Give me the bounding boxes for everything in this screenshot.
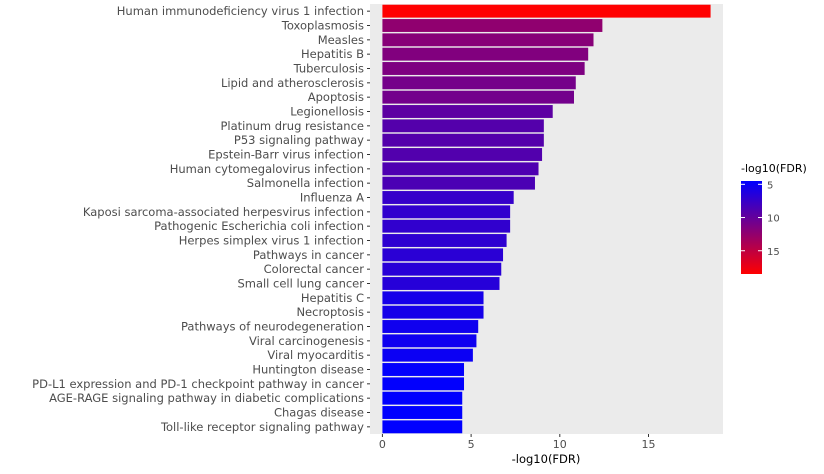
bar: [382, 176, 535, 190]
category-label: Necroptosis: [296, 305, 364, 319]
category-label: Hepatitis B: [301, 47, 364, 61]
color-legend: -log10(FDR) 5 10 15: [741, 162, 807, 274]
bar: [382, 76, 576, 90]
category-label: Legionellosis: [290, 105, 364, 119]
category-label: Lipid and atherosclerosis: [221, 76, 364, 90]
category-label: Apoptosis: [308, 90, 364, 104]
bar: [382, 277, 500, 290]
category-label: Salmonella infection: [247, 176, 364, 190]
category-label: Kaposi sarcoma-associated herpesvirus in…: [83, 205, 364, 219]
bar: [382, 133, 544, 147]
bar: [382, 4, 711, 18]
bar: [382, 19, 603, 32]
legend-tick-label: 15: [767, 247, 780, 258]
bar: [382, 205, 511, 219]
bar: [382, 105, 553, 118]
bar: [382, 47, 589, 61]
category-label: Pathways in cancer: [253, 248, 364, 262]
bar: [382, 234, 507, 247]
category-label: Chagas disease: [274, 406, 364, 420]
x-tick-label: 5: [468, 438, 475, 451]
category-label: Toll-like receptor signaling pathway: [160, 420, 364, 434]
bar: [382, 148, 543, 161]
x-axis: 0 5 10 15: [379, 434, 655, 451]
category-label: Small cell lung cancer: [237, 277, 364, 291]
category-label: AGE-RAGE signaling pathway in diabetic c…: [49, 391, 364, 405]
category-label: Influenza A: [300, 191, 364, 205]
category-label: Tuberculosis: [293, 62, 364, 76]
bar: [382, 305, 484, 319]
category-label: Epstein-Barr virus infection: [208, 148, 364, 162]
bar: [382, 363, 465, 376]
category-label: Toxoplasmosis: [281, 19, 364, 33]
bar: [382, 33, 594, 47]
bar: [382, 248, 504, 262]
bar: [382, 420, 463, 434]
category-label: Platinum drug resistance: [220, 119, 364, 133]
category-label: Herpes simplex virus 1 infection: [179, 234, 364, 248]
category-label: Pathogenic Escherichia coli infection: [154, 219, 364, 233]
category-label: Viral carcinogenesis: [249, 334, 364, 348]
x-axis-title: -log10(FDR): [512, 452, 581, 466]
bar: [382, 377, 465, 391]
category-label: Viral myocarditis: [267, 348, 364, 362]
category-label: Hepatitis C: [301, 291, 364, 305]
legend-ticks: 5 10 15: [741, 180, 780, 258]
x-tick-label: 15: [641, 438, 655, 451]
bar: [382, 162, 539, 176]
bar: [382, 219, 511, 233]
legend-tick-label: 10: [767, 214, 780, 225]
category-label: Measles: [318, 33, 364, 47]
legend-tick-label: 5: [767, 180, 773, 191]
category-label: Human immunodeficiency virus 1 infection: [117, 4, 364, 18]
bar: [382, 90, 574, 104]
category-label: P53 signaling pathway: [234, 133, 364, 147]
bar: [382, 391, 463, 405]
legend-title: -log10(FDR): [741, 162, 807, 175]
category-label: Huntington disease: [252, 363, 364, 377]
x-tick-label: 10: [553, 438, 567, 451]
bar: [382, 62, 585, 75]
category-label: Pathways of neurodegeneration: [181, 320, 364, 334]
bar: [382, 191, 514, 204]
bar: [382, 334, 477, 348]
bar: [382, 291, 484, 305]
bar: [382, 119, 544, 133]
category-label: PD-L1 expression and PD-1 checkpoint pat…: [32, 377, 364, 391]
category-labels: Human immunodeficiency virus 1 infection…: [32, 4, 370, 434]
category-label: Human cytomegalovirus infection: [170, 162, 364, 176]
bar: [382, 406, 463, 419]
bar: [382, 262, 502, 276]
category-label: Colorectal cancer: [264, 262, 365, 276]
bar: [382, 348, 473, 362]
bars-group: [382, 4, 711, 434]
x-tick-label: 0: [379, 438, 386, 451]
plot-panel: [370, 4, 723, 434]
bar: [382, 320, 479, 333]
legend-colorbar: [741, 181, 762, 274]
